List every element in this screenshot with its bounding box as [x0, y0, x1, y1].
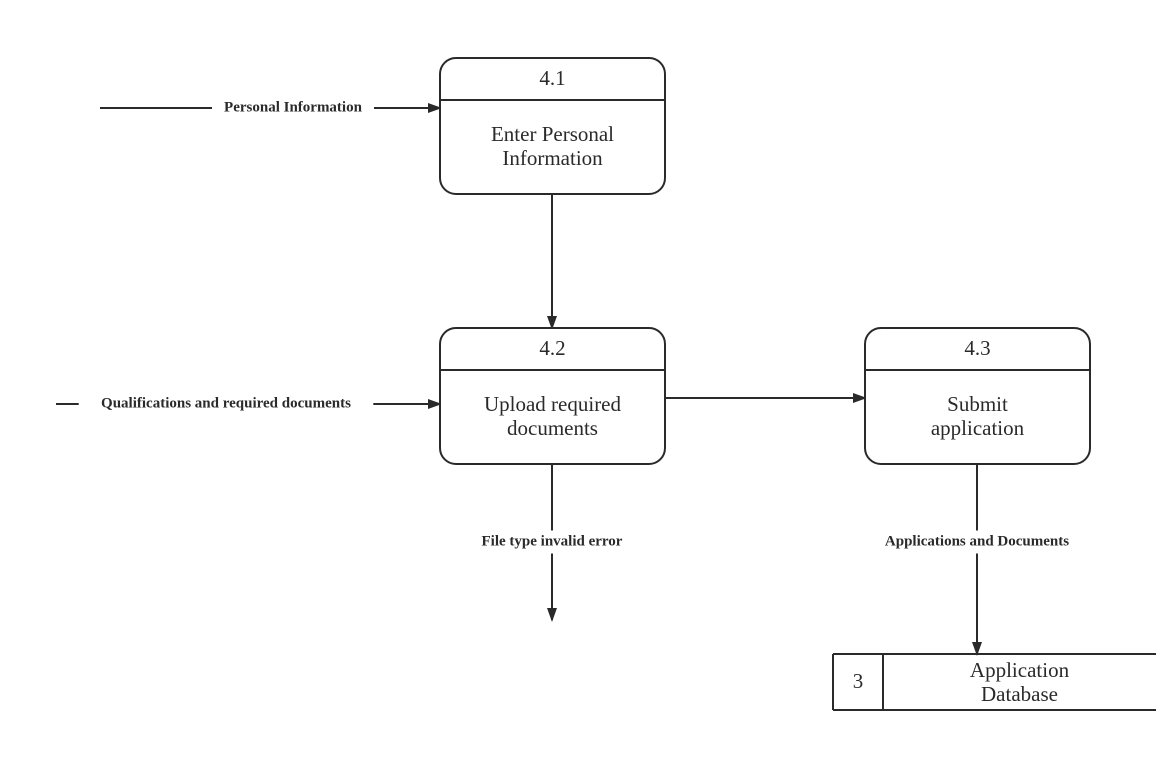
edge-label: Qualifications and required documents: [101, 395, 351, 411]
edge-e5: File type invalid error: [482, 464, 623, 620]
process-node-n2: 4.2 Upload requireddocuments: [440, 328, 665, 464]
edge-label: File type invalid error: [482, 533, 623, 549]
process-number: 4.2: [539, 336, 565, 360]
process-label-line2: application: [931, 416, 1025, 440]
edge-e1: Personal Information: [100, 99, 440, 115]
edge-e6: Applications and Documents: [885, 464, 1069, 654]
datastore-ds1: 3 ApplicationDatabase: [833, 654, 1156, 710]
datastore-label-line2: Database: [981, 682, 1058, 706]
flowchart-canvas: Personal Information Qualifications and r…: [0, 0, 1156, 770]
process-node-n1: 4.1 Enter PersonalInformation: [440, 58, 665, 194]
edge-label: Applications and Documents: [885, 533, 1069, 549]
datastore-label-line1: Application: [970, 658, 1070, 682]
edge-e3: Qualifications and required documents: [56, 395, 440, 411]
process-label-line1: Enter Personal: [491, 122, 614, 146]
process-number: 4.3: [964, 336, 990, 360]
process-label-line2: documents: [507, 416, 598, 440]
process-label-line1: Submit: [947, 392, 1008, 416]
process-label-line1: Upload required: [484, 392, 622, 416]
edge-label: Personal Information: [224, 99, 363, 115]
process-node-n3: 4.3 Submitapplication: [865, 328, 1090, 464]
process-label-line2: Information: [502, 146, 603, 170]
process-number: 4.1: [539, 66, 565, 90]
datastore-number: 3: [853, 669, 864, 693]
